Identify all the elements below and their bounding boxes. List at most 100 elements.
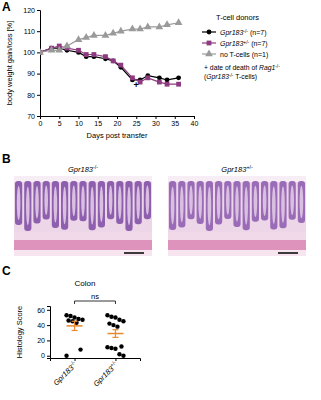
marker xyxy=(92,52,97,57)
crypt xyxy=(169,181,176,230)
text-part: no T-cells (n=1) xyxy=(220,51,268,59)
histology-image xyxy=(14,176,152,256)
marker xyxy=(207,41,212,46)
crypt xyxy=(79,181,86,221)
crypt xyxy=(116,181,123,224)
tick: 10 xyxy=(75,116,83,127)
crypt xyxy=(215,181,222,225)
dot xyxy=(109,315,113,319)
tick-label: 25 xyxy=(133,120,141,127)
crypt xyxy=(107,181,114,219)
goblet xyxy=(189,185,193,214)
tick: 20 xyxy=(114,116,122,127)
crypt xyxy=(98,181,105,227)
dot xyxy=(121,354,125,358)
tick-label: 20 xyxy=(114,120,122,127)
marker xyxy=(129,25,137,32)
goblet xyxy=(198,186,202,219)
goblet xyxy=(217,186,221,219)
tissue xyxy=(168,176,306,256)
goblet xyxy=(72,186,76,217)
submucosa xyxy=(168,232,306,240)
tick-mark xyxy=(37,10,40,11)
image-label: Gpr183-/- xyxy=(68,164,98,174)
goblet xyxy=(127,187,131,225)
note: + date of death of Rag1-/- xyxy=(204,64,280,73)
genotype: -/- xyxy=(275,64,280,69)
goblet xyxy=(118,186,122,219)
annotation: ns xyxy=(91,292,99,301)
marker xyxy=(163,20,171,27)
dot xyxy=(115,324,119,328)
tick-label: 80 xyxy=(27,92,35,99)
dot xyxy=(113,347,117,351)
axis: 0510152025303540 xyxy=(39,116,199,127)
marker xyxy=(176,75,181,80)
crypt xyxy=(52,181,59,228)
genotype: -/- xyxy=(69,359,77,367)
tick-mark xyxy=(79,116,80,119)
marker xyxy=(76,48,81,53)
error-cap xyxy=(112,337,118,338)
text-part: (n=7) xyxy=(248,29,266,37)
series-line xyxy=(40,46,179,84)
tick-label: 10 xyxy=(75,120,83,127)
axis: Gpr183-/-Gpr183+/- xyxy=(51,358,141,388)
marker xyxy=(84,52,89,57)
dot xyxy=(109,346,113,350)
marker xyxy=(117,27,125,34)
marker xyxy=(111,58,116,63)
tick-label: 30 xyxy=(152,120,160,127)
scale-bar xyxy=(124,252,144,254)
error-cap xyxy=(72,330,78,331)
muscularis xyxy=(14,240,152,250)
dot xyxy=(105,345,109,349)
tick: 90 xyxy=(27,70,40,77)
marker xyxy=(165,82,170,87)
marker xyxy=(157,80,162,85)
crypt xyxy=(144,181,151,219)
marker xyxy=(63,42,71,49)
marker xyxy=(102,31,110,38)
dot xyxy=(117,318,121,322)
dot xyxy=(78,347,82,351)
tick: 0 xyxy=(39,116,43,127)
crypt xyxy=(43,181,50,219)
axis: 708090100110120 xyxy=(23,7,40,120)
gene-name: Gpr183 xyxy=(68,165,94,174)
genotype: -/- xyxy=(93,164,98,170)
tick-label: 20 xyxy=(37,337,45,344)
series-line xyxy=(40,23,179,53)
goblet xyxy=(254,186,258,217)
crypt xyxy=(178,181,185,228)
marker xyxy=(109,29,117,36)
tick: 120 xyxy=(23,7,40,14)
tick-mark xyxy=(115,358,116,361)
goblet xyxy=(109,185,113,214)
marker xyxy=(157,75,162,80)
goblet xyxy=(63,187,67,225)
dot xyxy=(64,313,68,317)
goblet xyxy=(281,186,285,222)
marker xyxy=(207,30,212,35)
tick-label: 0 xyxy=(41,352,45,359)
tick-label: 100 xyxy=(23,49,35,56)
tick-label: 110 xyxy=(24,28,35,35)
gene-name: Gpr183 xyxy=(220,29,243,37)
serosa xyxy=(168,250,306,256)
muscularis xyxy=(168,240,306,250)
tick-mark xyxy=(59,116,60,119)
tick: 35 xyxy=(171,116,179,127)
image-label: Gpr183+/- xyxy=(221,164,253,174)
crypt xyxy=(243,181,250,230)
goblet xyxy=(208,187,212,225)
goblet xyxy=(235,186,239,221)
tick-mark xyxy=(136,116,137,119)
goblet xyxy=(81,186,85,217)
marker xyxy=(55,46,63,53)
marker xyxy=(145,75,150,80)
error-cap xyxy=(112,329,118,330)
goblet xyxy=(263,186,267,216)
tick-mark xyxy=(37,74,40,75)
tick-mark xyxy=(156,116,157,119)
